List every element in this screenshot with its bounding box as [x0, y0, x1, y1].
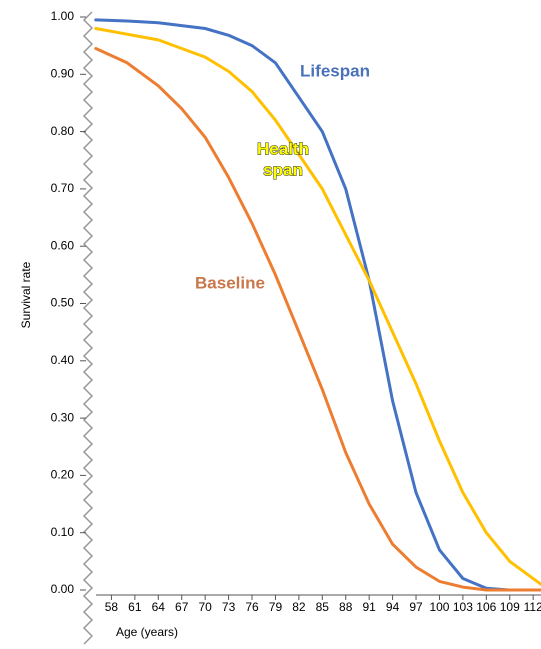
- x-tick-label: 85: [316, 600, 330, 614]
- x-axis-label: Age (years): [116, 625, 178, 639]
- y-axis-label: Survival rate: [19, 261, 33, 328]
- x-tick-label: 106: [476, 600, 496, 614]
- x-tick-label: 103: [453, 600, 473, 614]
- x-tick-label: 94: [386, 600, 400, 614]
- y-tick-label: 0.60: [51, 238, 75, 252]
- x-tick-label: 97: [409, 600, 423, 614]
- y-tick-label: 0.80: [51, 124, 75, 138]
- x-tick-label: 67: [175, 600, 189, 614]
- x-tick-label: 64: [152, 600, 166, 614]
- x-tick-label: 109: [500, 600, 520, 614]
- y-tick-label: 0.40: [51, 353, 75, 367]
- x-tick-label: 79: [269, 600, 283, 614]
- line-series: [94, 47, 541, 592]
- y-tick-label: 0.70: [51, 181, 75, 195]
- y-tick-label: 0.90: [51, 66, 75, 80]
- x-tick-label: 88: [339, 600, 353, 614]
- x-tick-label: 58: [105, 600, 119, 614]
- y-tick-label: 0.00: [51, 582, 75, 596]
- line-series: [94, 18, 541, 592]
- y-tick-label: 0.50: [51, 296, 75, 310]
- annotation: Health: [257, 139, 309, 158]
- x-tick-label: 100: [429, 600, 449, 614]
- line-series: [94, 27, 541, 586]
- x-tick-label: 91: [362, 600, 376, 614]
- x-tick-label: 70: [198, 600, 212, 614]
- x-tick-label: 82: [292, 600, 306, 614]
- y-tick-label: 0.10: [51, 525, 75, 539]
- annotation: Baseline: [195, 273, 265, 292]
- x-tick-label: 73: [222, 600, 236, 614]
- annotation: span: [263, 160, 303, 179]
- x-tick-label: 61: [128, 600, 142, 614]
- x-tick-label: 112: [524, 600, 541, 614]
- annotation: Lifespan: [300, 61, 370, 80]
- y-axis-break: [82, 11, 94, 645]
- y-tick-label: 0.20: [51, 468, 75, 482]
- y-tick-label: 0.30: [51, 410, 75, 424]
- y-tick-label: 1.00: [51, 9, 75, 23]
- x-tick-label: 76: [245, 600, 259, 614]
